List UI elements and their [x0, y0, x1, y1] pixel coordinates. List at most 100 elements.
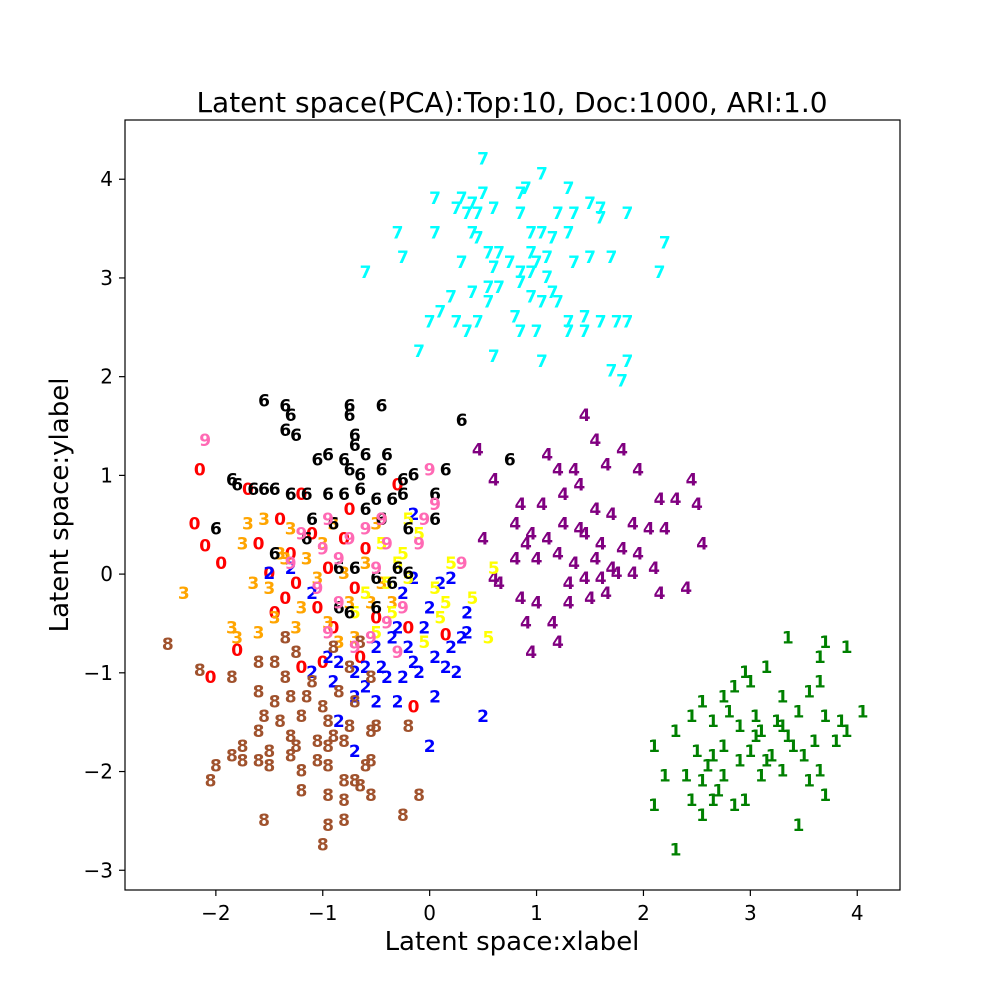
point-label-8-60: 8	[354, 633, 366, 653]
point-label-0-2: 0	[199, 537, 211, 557]
point-label-0-5: 0	[253, 535, 265, 555]
point-label-9-17: 9	[365, 628, 377, 648]
point-label-6-41: 6	[376, 510, 388, 530]
point-label-4-51: 4	[600, 584, 612, 604]
point-label-3-7: 3	[237, 535, 249, 555]
point-label-6-29: 6	[301, 485, 313, 505]
point-label-4-29: 4	[595, 535, 607, 555]
point-label-8-58: 8	[279, 668, 291, 688]
point-label-2-23: 2	[322, 648, 334, 668]
point-label-9-13: 9	[295, 525, 307, 545]
point-label-2-40: 2	[434, 574, 446, 594]
point-label-6-0: 6	[258, 391, 270, 411]
point-label-7-23: 7	[515, 204, 527, 224]
y-tick-label: −2	[84, 760, 113, 784]
x-axis-ticks: −2 −1 0 1 2 3 4	[201, 890, 864, 925]
point-label-4-26: 4	[541, 530, 553, 550]
point-label-3-3: 3	[253, 623, 265, 643]
point-label-8-46: 8	[413, 786, 425, 806]
point-label-3-16: 3	[344, 594, 356, 614]
point-label-0-14: 0	[327, 618, 339, 638]
point-label-8-6: 8	[301, 688, 313, 708]
point-label-1-40: 1	[680, 767, 692, 787]
point-label-0-9: 0	[290, 574, 302, 594]
point-label-7-49: 7	[547, 283, 559, 303]
point-label-8-10: 8	[258, 707, 270, 727]
point-label-1-0: 1	[782, 628, 794, 648]
point-label-4-47: 4	[515, 589, 527, 609]
point-label-9-15: 9	[322, 623, 334, 643]
point-label-8-19: 8	[311, 732, 323, 752]
point-label-1-8: 1	[728, 678, 740, 698]
point-label-9-19: 9	[397, 599, 409, 619]
point-label-4-25: 4	[525, 525, 537, 545]
y-tick-label: 0	[100, 562, 113, 586]
point-label-3-4: 3	[263, 579, 275, 599]
point-label-6-40: 6	[360, 500, 372, 520]
point-label-8-35: 8	[322, 757, 334, 777]
point-label-2-30: 2	[349, 742, 361, 762]
point-label-7-16: 7	[595, 199, 607, 219]
point-label-6-17: 6	[344, 460, 356, 480]
point-label-6-15: 6	[381, 446, 393, 466]
point-label-2-15: 2	[349, 663, 361, 683]
point-label-7-7: 7	[477, 184, 489, 204]
point-label-6-46: 6	[333, 559, 345, 579]
point-label-2-16: 2	[333, 653, 345, 673]
point-label-7-67: 7	[515, 322, 527, 342]
point-label-9-11: 9	[333, 549, 345, 569]
point-label-6-43: 6	[429, 510, 441, 530]
point-label-0-23: 0	[440, 625, 452, 645]
point-label-8-3: 8	[253, 683, 265, 703]
point-label-1-4: 1	[739, 663, 751, 683]
point-label-7-29: 7	[397, 248, 409, 268]
point-label-7-69: 7	[563, 322, 575, 342]
point-label-2-29: 2	[424, 737, 436, 757]
point-label-8-49: 8	[258, 811, 270, 831]
point-label-0-31: 0	[279, 589, 291, 609]
point-label-3-18: 3	[370, 515, 382, 535]
point-label-2-25: 2	[285, 559, 297, 579]
point-label-4-40: 4	[627, 564, 639, 584]
point-label-7-33: 7	[504, 253, 516, 273]
point-label-5-18: 5	[440, 594, 452, 614]
point-label-8-11: 8	[274, 712, 286, 732]
point-label-6-23: 6	[226, 470, 238, 490]
point-label-7-50: 7	[445, 288, 457, 308]
point-label-8-43: 8	[322, 786, 334, 806]
point-label-9-18: 9	[381, 614, 393, 634]
point-label-2-24: 2	[306, 584, 318, 604]
point-label-7-18: 7	[595, 209, 607, 229]
point-label-2-3: 2	[461, 604, 473, 624]
point-label-4-44: 4	[579, 569, 591, 589]
point-label-3-8: 3	[258, 510, 270, 530]
point-label-8-61: 8	[365, 668, 377, 688]
point-label-3-13: 3	[317, 535, 329, 555]
x-tick-label: 0	[423, 901, 436, 925]
point-label-3-11: 3	[301, 549, 313, 569]
point-label-7-46: 7	[482, 278, 494, 298]
point-label-5-7: 5	[466, 589, 478, 609]
point-label-6-48: 6	[370, 569, 382, 589]
point-label-7-56: 7	[434, 303, 446, 323]
point-label-5-2: 5	[392, 554, 404, 574]
point-label-1-22: 1	[755, 722, 767, 742]
point-label-7-26: 7	[547, 229, 559, 249]
x-tick-label: 2	[637, 901, 650, 925]
point-label-1-51: 1	[648, 796, 660, 816]
point-label-3-27: 3	[386, 594, 398, 614]
point-label-1-6: 1	[744, 673, 756, 693]
point-label-8-18: 8	[285, 727, 297, 747]
point-label-2-35: 2	[392, 618, 404, 638]
point-label-2-12: 2	[386, 628, 398, 648]
point-label-8-0: 8	[162, 635, 174, 655]
point-label-6-4: 6	[290, 426, 302, 446]
point-label-1-19: 1	[857, 702, 869, 722]
point-label-8-44: 8	[338, 791, 350, 811]
point-label-0-12: 0	[311, 599, 323, 619]
point-label-7-64: 7	[621, 312, 633, 332]
point-label-1-45: 1	[659, 767, 671, 787]
point-label-4-3: 4	[600, 456, 612, 476]
point-label-4-38: 4	[589, 549, 601, 569]
